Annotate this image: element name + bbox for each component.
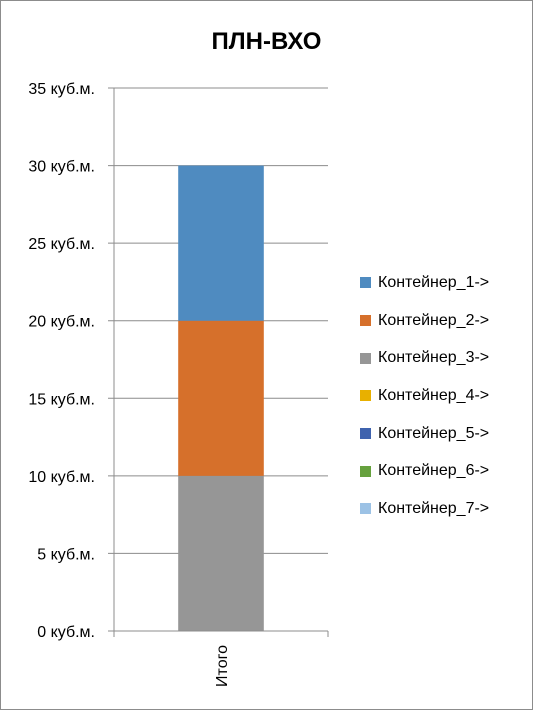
legend-swatch <box>360 503 371 515</box>
legend-item: Контейнер_4-> <box>360 377 489 415</box>
y-tick-label-3: 15 куб.м. <box>28 391 95 408</box>
bar-segment-_1-2 <box>178 165 264 321</box>
legend-label: Контейнер_2-> <box>378 311 490 329</box>
legend-label: Контейнер_6-> <box>378 462 490 480</box>
legend-swatch <box>360 315 371 327</box>
y-tick-label-7: 35 куб.м. <box>28 81 95 98</box>
y-tick-label-4: 20 куб.м. <box>28 314 95 331</box>
legend-label: Контейнер_7-> <box>378 499 490 517</box>
legend-swatch <box>360 277 371 289</box>
y-tick-label-1: 5 куб.м. <box>37 546 95 563</box>
y-tick-label-5: 25 куб.м. <box>28 236 95 253</box>
x-tick-label-0: Итого <box>214 645 231 687</box>
legend-label: Контейнер_5-> <box>378 424 490 442</box>
legend-item: Контейнер_5-> <box>360 415 489 453</box>
bar-segment-_2-1 <box>178 320 264 476</box>
legend-item: Контейнер_7-> <box>360 490 489 528</box>
legend-label: Контейнер_3-> <box>378 349 490 367</box>
legend-item: Контейнер_3-> <box>360 339 489 377</box>
legend-swatch <box>360 390 371 402</box>
legend-swatch <box>360 428 371 440</box>
legend-item: Контейнер_6-> <box>360 452 489 490</box>
legend-item: Контейнер_2-> <box>360 302 489 340</box>
legend-label: Контейнер_4-> <box>378 386 490 404</box>
legend-item: Контейнер_1-> <box>360 264 489 302</box>
y-tick-label-6: 30 куб.м. <box>28 159 95 176</box>
legend-label: Контейнер_1-> <box>378 273 490 291</box>
legend-swatch <box>360 465 371 477</box>
y-tick-label-2: 10 куб.м. <box>28 469 95 486</box>
legend: Контейнер_1-> Контейнер_2-> Контейнер_3-> К… <box>360 264 489 528</box>
legend-swatch <box>360 352 371 364</box>
bar-segment-_3-0 <box>178 475 264 631</box>
y-tick-label-0: 0 куб.м. <box>37 624 95 641</box>
chart-title: ПЛН-ВХО <box>211 28 322 55</box>
